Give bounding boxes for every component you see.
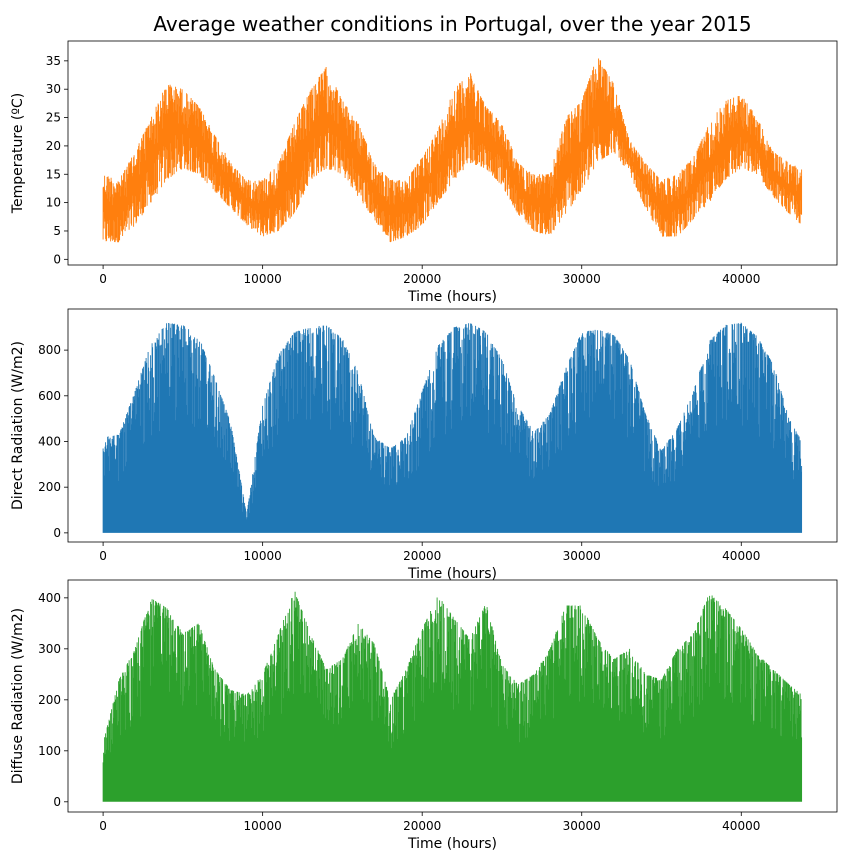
y-tick-label: 100	[38, 744, 61, 758]
y-tick-label: 0	[53, 252, 61, 266]
x-tick-label: 40000	[722, 819, 760, 833]
x-tick-label: 20000	[403, 549, 441, 563]
series-1-line	[102, 322, 803, 533]
x-tick-label: 20000	[403, 272, 441, 286]
x-tick-label: 10000	[244, 819, 282, 833]
axes-frame	[67, 308, 838, 543]
y-tick-label: 800	[38, 343, 61, 357]
y-tick-label: 200	[38, 693, 61, 707]
x-axis-label: Time (hours)	[407, 566, 497, 582]
x-tick-label: 10000	[244, 549, 282, 563]
series-1-line	[102, 591, 803, 802]
y-tick-label: 400	[38, 434, 61, 448]
x-tick-label: 40000	[722, 549, 760, 563]
x-tick-label: 30000	[563, 819, 601, 833]
y-tick-label: 25	[46, 111, 61, 125]
y-tick-label: 200	[38, 480, 61, 494]
y-axis-label: Direct Radiation (W/m2)	[10, 341, 26, 510]
y-tick-label: 300	[38, 642, 61, 656]
x-tick-label: 0	[99, 549, 107, 563]
x-tick-label: 0	[99, 272, 107, 286]
y-axis-label: Diffuse Radiation (W/m2)	[10, 608, 26, 784]
y-tick-label: 400	[38, 591, 61, 605]
y-tick-label: 15	[46, 167, 61, 181]
y-axis-label: Temperature (ºC)	[10, 93, 26, 214]
x-tick-label: 10000	[244, 272, 282, 286]
x-axis-label: Time (hours)	[407, 289, 497, 305]
x-tick-label: 20000	[403, 819, 441, 833]
chart-panel-1: 0 10000 20000 30000 40000 0 5 10 15 20 25 30 35 Time …	[10, 12, 838, 305]
x-tick-label: 30000	[563, 272, 601, 286]
x-tick-label: 0	[99, 819, 107, 833]
x-axis-label: Time (hours)	[407, 836, 497, 852]
y-tick-label: 35	[46, 54, 61, 68]
series-1-line	[102, 58, 803, 243]
x-tick-label: 30000	[563, 549, 601, 563]
chart-panel-3: 0 10000 20000 30000 40000 0 100 200 300 400 Time (…	[10, 579, 838, 852]
y-tick-label: 20	[46, 139, 61, 153]
chart-title: Average weather conditions in Portugal, …	[153, 12, 751, 36]
y-tick-label: 600	[38, 389, 61, 403]
y-tick-label: 0	[53, 795, 61, 809]
y-tick-label: 30	[46, 82, 61, 96]
y-tick-label: 0	[53, 526, 61, 540]
chart-panel-2: 0 10000 20000 30000 40000 0 200 400 600 800 Time (…	[10, 308, 838, 582]
x-tick-label: 40000	[722, 272, 760, 286]
axes-frame	[67, 579, 838, 813]
y-tick-label: 5	[53, 224, 61, 238]
y-tick-label: 10	[46, 196, 61, 210]
axes-frame	[67, 40, 838, 266]
